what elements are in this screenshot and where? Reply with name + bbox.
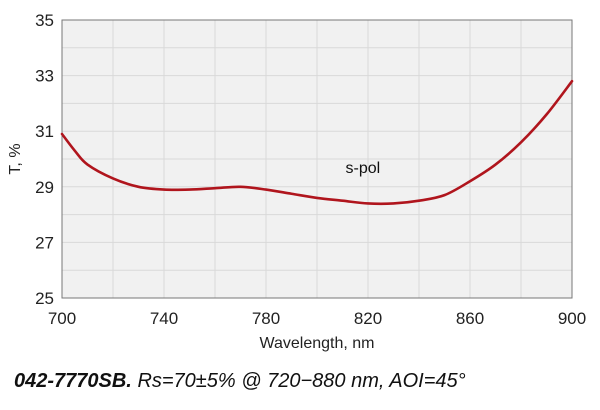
part-number: 042-7770SB. <box>14 370 132 392</box>
x-tick-label: 740 <box>150 309 178 328</box>
spec-text: Rs=70±5% @ 720−880 nm, AOI=45° <box>137 370 466 392</box>
y-tick-label: 33 <box>35 67 54 86</box>
y-tick-label: 27 <box>35 233 54 252</box>
y-tick-label: 35 <box>35 11 54 30</box>
series-layer <box>60 79 574 206</box>
x-tick-label: 860 <box>456 309 484 328</box>
x-tick-label: 700 <box>48 309 76 328</box>
x-tick-label: 900 <box>558 309 586 328</box>
figure-caption: 042-7770SB. Rs=70±5% @ 720−880 nm, AOI=4… <box>14 370 466 393</box>
x-axis-title: Wavelength, nm <box>259 335 374 352</box>
x-tick-label: 820 <box>354 309 382 328</box>
y-tick-label: 25 <box>35 289 54 308</box>
y-axis-title: T, % <box>7 143 24 174</box>
y-tick-label: 31 <box>35 122 54 141</box>
series-line-s-pol <box>60 79 574 206</box>
annotation-s-pol: s-pol <box>346 160 381 177</box>
x-tick-label: 780 <box>252 309 280 328</box>
plot-frame <box>61 19 573 299</box>
y-tick-label: 29 <box>35 178 54 197</box>
tick-labels: 700 740 780 820 860 900 25 27 29 31 33 35 <box>35 11 586 328</box>
